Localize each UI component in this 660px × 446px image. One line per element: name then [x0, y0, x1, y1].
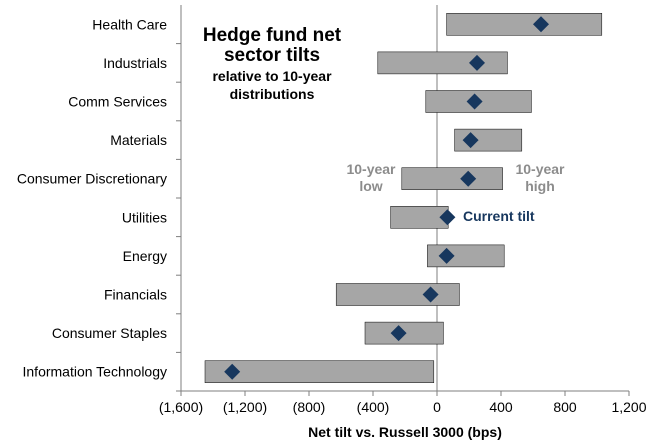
range-bar: [204, 360, 435, 383]
category-label: Health Care: [92, 16, 167, 32]
range-bar: [401, 167, 503, 190]
category-labels: Health Care Industrials Comm Services Mater…: [17, 16, 181, 392]
high-annotation-line-1: 10-year: [515, 161, 565, 177]
range-bar: [377, 51, 508, 75]
current-tilt-marker: [224, 363, 241, 380]
chart-title-line-1: Hedge fund net: [203, 25, 342, 46]
low-annotation-line-1: 10-year: [346, 161, 396, 177]
x-tick-label: 800: [553, 399, 577, 415]
category-label: Materials: [110, 132, 167, 148]
current-tilt-markers: [224, 16, 549, 380]
x-tick-label: (1,600): [159, 399, 203, 415]
range-bar: [446, 13, 603, 36]
category-label: Energy: [123, 248, 167, 264]
chart-title-line-4: distributions: [230, 86, 315, 102]
current-tilt-marker: [438, 247, 455, 264]
x-tick-label: 400: [489, 399, 513, 415]
high-annotation-line-2: high: [525, 178, 555, 194]
x-tick-label: (400): [357, 399, 390, 415]
category-label: Consumer Staples: [52, 325, 167, 341]
current-tilt-marker: [533, 16, 549, 33]
current-tilt-marker: [439, 209, 456, 226]
category-label: Industrials: [103, 55, 167, 71]
current-tilt-marker: [466, 93, 483, 110]
x-tick-label: 0: [433, 399, 441, 415]
x-tick-label: 1,200: [611, 399, 646, 415]
category-label: Comm Services: [68, 94, 167, 110]
range-bar: [335, 283, 460, 306]
category-label: Utilities: [122, 209, 167, 225]
x-tick-label: (800): [293, 399, 326, 415]
current-tilt-marker: [390, 325, 407, 342]
category-label: Financials: [104, 287, 167, 303]
current-tilt-marker: [469, 54, 485, 71]
low-annotation-line-2: low: [359, 178, 382, 194]
chart-title-line-3: relative to 10-year: [212, 68, 332, 84]
chart-title-line-2: sector tilts: [224, 45, 320, 66]
current-tilt-marker: [422, 286, 439, 303]
current-tilt-marker: [462, 132, 479, 149]
category-label: Information Technology: [23, 364, 168, 380]
current-tilt-marker: [460, 170, 477, 187]
x-axis-ticks: (1,600) (1,200) (800) (400) 0 400 800 1,200: [159, 391, 647, 415]
x-axis-title: Net tilt vs. Russell 3000 (bps): [308, 424, 502, 440]
current-tilt-annotation: Current tilt: [463, 208, 535, 224]
x-tick-label: (1,200): [223, 399, 267, 415]
category-label: Consumer Discretionary: [17, 171, 167, 187]
